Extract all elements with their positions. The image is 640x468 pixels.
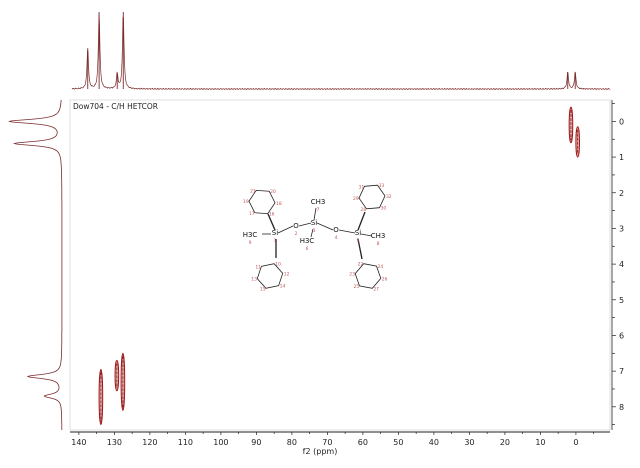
ring-atom-number: 28	[361, 207, 367, 213]
x-tick-label: 60	[358, 438, 368, 447]
x-tick-label: 40	[429, 438, 439, 447]
y-tick-label: 5	[619, 296, 624, 305]
bond	[310, 228, 314, 238]
y-axis: 0 1 2 3 4 5 6 7 8	[611, 100, 624, 430]
x-tick-label: 80	[287, 438, 297, 447]
x-tick-label: 10	[535, 438, 545, 447]
bond	[316, 222, 334, 231]
ring-atom-number: 17	[249, 211, 255, 217]
x-tick-label: 140	[71, 438, 86, 447]
atom-label: H3C	[243, 231, 258, 239]
x-axis-label: f2 (ppm)	[303, 447, 338, 456]
chart-title: Dow704 - C/H HETCOR	[73, 102, 158, 111]
atom-number: 2	[295, 231, 298, 237]
atom-number: 8	[377, 241, 380, 247]
y-tick-label: 4	[619, 260, 624, 269]
bond	[277, 225, 294, 234]
y-tick-label: 7	[619, 367, 624, 376]
phenyl-ring	[256, 263, 284, 289]
bond	[313, 207, 317, 221]
atom-label: CH3	[371, 232, 386, 240]
x-tick-label: 90	[251, 438, 261, 447]
wedge-bond	[357, 238, 363, 260]
ring-atom-number: 18	[276, 201, 282, 207]
ring-atom-number: 31	[359, 184, 365, 190]
phenyl-ring	[248, 189, 276, 215]
ring-atom-number: 15	[260, 286, 266, 292]
ring-atom-number: 21	[250, 188, 256, 194]
ring-atom-number: 32	[386, 194, 392, 200]
bond	[298, 222, 312, 227]
plot-area	[69, 99, 611, 431]
bond	[360, 233, 373, 237]
y-tick-label: 6	[619, 331, 624, 340]
x-tick-label: 0	[573, 438, 578, 447]
ring-atom-number: 11	[255, 264, 261, 270]
wedge-bond	[267, 213, 276, 231]
ring-atom-number: 22	[358, 262, 364, 268]
ring-atom-number: 29	[353, 196, 359, 202]
y-tick-label: 2	[619, 189, 624, 198]
atom-label: Si	[355, 229, 361, 237]
f1-projection-spectrum	[8, 100, 63, 430]
atom-number: 4	[335, 235, 338, 241]
x-tick-label: 100	[213, 438, 228, 447]
x-tick-label: 110	[178, 438, 193, 447]
atom-number: 5	[357, 238, 360, 244]
bond	[338, 229, 356, 234]
x-tick-label: 70	[322, 438, 332, 447]
ring-atom-number: 10	[275, 262, 281, 268]
ring-atom-number: 14	[280, 284, 286, 290]
atom-label: CH3	[311, 198, 326, 206]
y-tick-label: 0	[619, 117, 624, 126]
ring-atom-number: 13	[251, 277, 257, 283]
x-axis: 140 130 120 110 100 90 80 70 60 50 40 30 20 10 0	[70, 431, 610, 447]
phenyl-ring	[354, 263, 382, 289]
x-tick-label: 120	[142, 438, 157, 447]
wedge-bond	[357, 211, 366, 231]
ring-atom-number: 24	[377, 264, 383, 270]
y-tick-label: 8	[619, 403, 624, 412]
f1-spectrum-trace	[8, 100, 63, 430]
cross-peaks	[98, 106, 580, 426]
x-tick-label: 50	[393, 438, 403, 447]
atom-label: Si	[311, 219, 317, 227]
ring-atom-number: 25	[354, 284, 360, 290]
ring-atom-number: 19	[243, 199, 249, 205]
ring-atom-number: 16	[269, 212, 275, 218]
ring-atom-number: 33	[378, 183, 384, 189]
atom-label: Si	[272, 229, 278, 237]
atom-number: 7	[317, 207, 320, 213]
phenyl-ring	[358, 184, 386, 210]
y-tick-label: 3	[619, 224, 624, 233]
x-tick-label: 130	[107, 438, 122, 447]
ring-atom-number: 27	[373, 286, 379, 292]
atom-number: 6	[306, 246, 309, 252]
atom-number: 1	[274, 238, 277, 244]
x-tick-label: 20	[500, 438, 510, 447]
x-tick-label: 30	[464, 438, 474, 447]
y-tick-label: 1	[619, 153, 624, 162]
atom-label: H3C	[300, 237, 315, 245]
ring-atom-number: 23	[349, 272, 355, 278]
atom-number: 9	[249, 240, 252, 246]
atom-label: O	[333, 226, 339, 234]
f2-spectrum-trace	[71, 13, 611, 91]
f2-projection-spectrum	[71, 12, 611, 91]
ring-atom-number: 30	[380, 206, 386, 212]
atom-label: O	[293, 222, 299, 230]
ring-atom-number: 12	[284, 271, 290, 277]
ring-atom-number: 26	[382, 276, 388, 282]
atom-number: 3	[313, 228, 316, 234]
ring-atom-number: 20	[270, 189, 276, 195]
